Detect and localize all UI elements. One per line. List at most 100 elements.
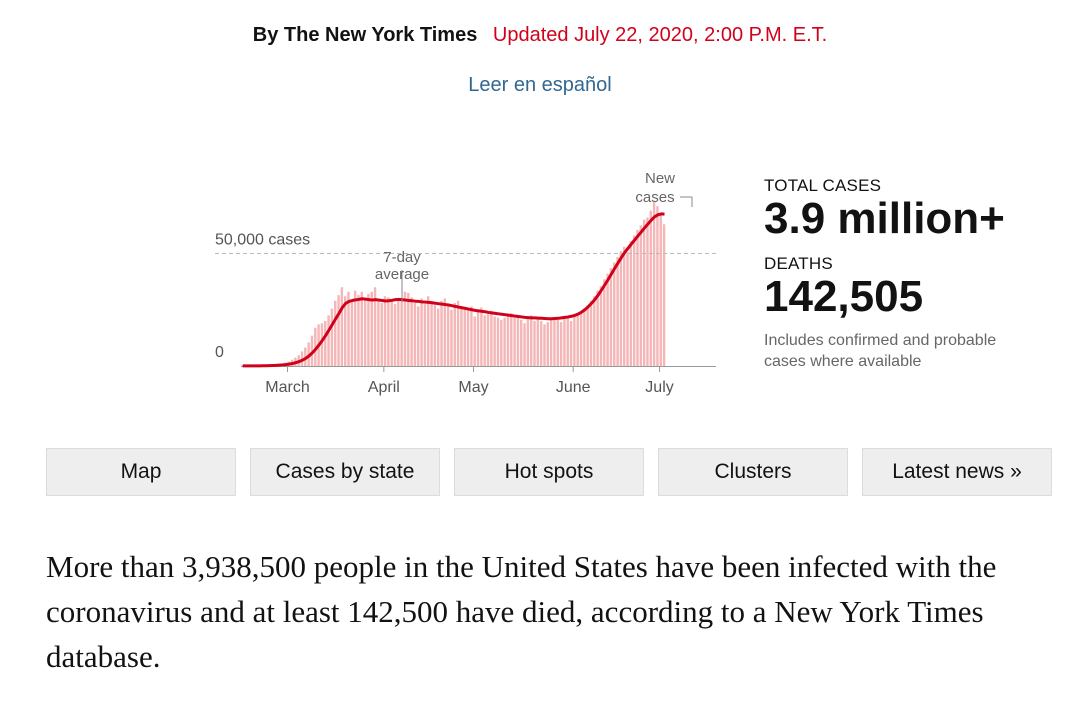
daily-cases-bar — [599, 286, 603, 367]
daily-cases-bar — [334, 300, 337, 366]
spanish-language-link[interactable]: Leer en español — [468, 74, 612, 96]
daily-cases-bar — [593, 296, 596, 366]
daily-cases-bar — [353, 290, 357, 367]
total-cases-value: 3.9 million+ — [764, 194, 1005, 243]
daily-cases-bar — [583, 309, 586, 366]
daily-cases-bar — [529, 315, 533, 367]
daily-cases-bar — [490, 310, 493, 367]
bars-annotation-line1: New — [645, 170, 675, 187]
x-tick-label: March — [265, 379, 309, 396]
daily-cases-bar — [363, 297, 367, 367]
daily-cases-bar — [383, 296, 387, 366]
daily-cases-bar — [526, 318, 530, 366]
daily-cases-bar — [377, 298, 380, 366]
moving-average-line — [242, 212, 665, 368]
daily-cases-bar — [553, 317, 556, 367]
y-tick-label-0: 0 — [215, 344, 224, 361]
daily-cases-bar — [347, 291, 350, 366]
daily-cases-bar — [453, 303, 457, 366]
daily-cases-bar — [324, 321, 327, 366]
x-tick-label: April — [368, 379, 400, 396]
daily-cases-bar — [463, 309, 466, 366]
section-nav: Map Cases by state Hot spots Clusters La… — [46, 448, 1054, 498]
daily-cases-bar — [420, 298, 423, 366]
daily-cases-bar — [360, 291, 363, 366]
daily-cases-bar — [546, 322, 550, 367]
daily-cases-bar — [603, 279, 606, 367]
daily-cases-bar — [380, 303, 383, 366]
daily-cases-bar — [662, 224, 666, 366]
clusters-button[interactable]: Clusters — [658, 448, 848, 496]
daily-cases-bar — [310, 335, 314, 367]
daily-cases-bar — [483, 315, 486, 367]
daily-cases-bar — [573, 315, 576, 367]
x-tick-label: July — [645, 379, 673, 396]
daily-cases-bar — [596, 290, 599, 367]
daily-cases-bar — [629, 241, 633, 367]
daily-cases-bar — [536, 317, 540, 367]
daily-cases-bar — [430, 300, 433, 366]
deaths-label: DEATHS — [764, 254, 833, 274]
daily-cases-bar — [579, 312, 583, 366]
daily-cases-bar — [433, 305, 437, 366]
daily-cases-bar — [410, 297, 413, 367]
hot-spots-button[interactable]: Hot spots — [454, 448, 644, 496]
daily-cases-bar — [427, 296, 430, 366]
daily-cases-bar — [357, 295, 360, 367]
daily-cases-bar — [436, 308, 440, 367]
bars-annotation-line2: cases — [635, 189, 674, 206]
daily-cases-bar — [470, 306, 473, 367]
daily-cases-bar — [566, 317, 569, 367]
daily-cases-bar — [516, 316, 520, 366]
latest-news-button[interactable]: Latest news » — [862, 448, 1052, 496]
daily-cases-bar — [632, 235, 636, 366]
daily-cases-bar — [646, 217, 649, 366]
daily-cases-bar — [466, 308, 470, 367]
daily-cases-bar — [556, 319, 559, 367]
daily-cases-bar — [493, 316, 496, 366]
daily-cases-bar — [626, 252, 629, 367]
lede-paragraph: More than 3,938,500 people in the United… — [46, 549, 997, 674]
daily-cases-bar — [613, 262, 616, 366]
daily-cases-bar — [387, 297, 390, 367]
daily-cases-bar — [473, 316, 476, 366]
daily-cases-bar — [241, 365, 244, 366]
avg-annotation-line2: average — [375, 266, 429, 283]
daily-cases-bar — [450, 309, 453, 366]
avg-annotation-line1: 7-day — [383, 249, 421, 266]
daily-cases-bar — [559, 322, 563, 367]
daily-cases-bar — [656, 206, 659, 366]
daily-cases-bar — [500, 319, 503, 367]
daily-cases-bar — [330, 308, 334, 367]
daily-cases-bar — [446, 304, 450, 367]
daily-cases-bar — [520, 319, 523, 367]
daily-cases-bar — [350, 299, 354, 367]
byline: By The New York Times — [252, 24, 478, 46]
daily-cases-bar — [476, 312, 480, 366]
map-button[interactable]: Map — [46, 448, 236, 496]
daily-cases-bar — [496, 317, 500, 367]
x-tick-label: May — [458, 379, 488, 396]
daily-cases-bar — [642, 219, 646, 366]
daily-cases-bar — [513, 317, 516, 367]
daily-cases-bar — [370, 291, 373, 366]
daily-cases-bar — [340, 287, 344, 366]
daily-cases-bar — [636, 229, 639, 367]
daily-cases-bar — [443, 298, 447, 366]
daily-cases-bar — [423, 304, 427, 367]
daily-cases-bar — [390, 300, 393, 366]
x-tick-label: June — [556, 379, 591, 396]
daily-cases-bar — [413, 303, 417, 366]
total-cases-label: TOTAL CASES — [764, 176, 882, 195]
deaths-value: 142,505 — [764, 272, 924, 322]
totals-note: Includes confirmed and probable cases wh… — [764, 332, 997, 371]
y-tick-label-50000: 50,000 cases — [215, 232, 310, 249]
daily-cases-bar — [373, 287, 377, 366]
cases-by-state-button[interactable]: Cases by state — [250, 448, 440, 496]
daily-cases-bar — [304, 347, 307, 366]
daily-cases-bar — [543, 324, 546, 367]
daily-cases-bar — [343, 296, 347, 366]
daily-cases-bar — [393, 304, 397, 367]
daily-cases-bar — [619, 251, 623, 366]
daily-cases-bar — [506, 314, 510, 366]
